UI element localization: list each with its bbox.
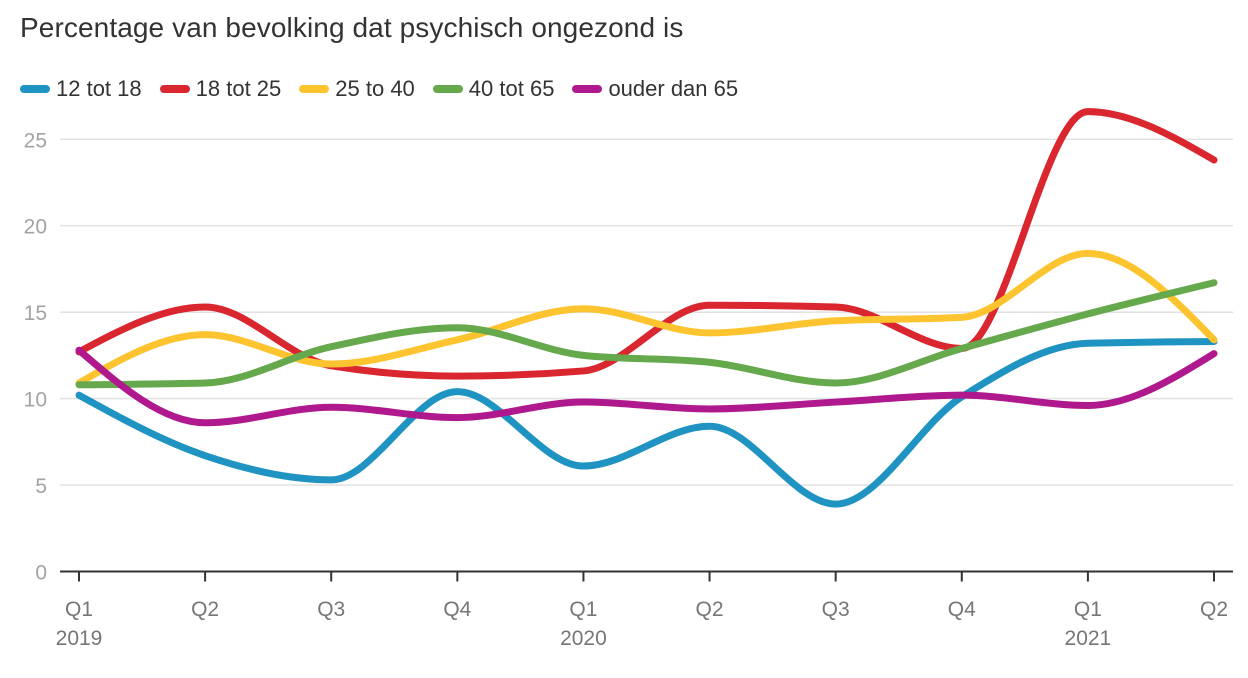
y-tick-label: 10: [24, 389, 47, 412]
legend-swatch: [299, 85, 330, 93]
x-tick-label: Q4: [948, 598, 976, 621]
legend-item: ouder dan 65: [572, 76, 738, 102]
x-tick-label: Q3: [822, 598, 850, 621]
series-line-ouder-dan-65: [75, 346, 1218, 427]
series-lines: [75, 108, 1218, 508]
x-tick-label: Q2: [191, 598, 219, 621]
x-tick-year-label: 2021: [1065, 627, 1112, 650]
legend: 12 tot 18 18 tot 25 25 to 40 40 tot 65 o…: [20, 76, 756, 102]
x-tick-label: Q3: [317, 598, 345, 621]
x-tick-label: Q2: [1200, 598, 1228, 621]
chart-title: Percentage van bevolking dat psychisch o…: [20, 12, 684, 43]
x-axis: Q1 2019 Q2 Q3 Q4 Q1 2020 Q2 Q3 Q4 Q1 2021 Q2: [56, 570, 1233, 650]
x-tick-label: Q1: [65, 598, 93, 621]
legend-label: 25 to 40: [335, 76, 415, 101]
y-tick-label: 5: [35, 475, 47, 498]
legend-label: 18 tot 25: [195, 76, 282, 101]
y-tick-label: 25: [24, 129, 47, 152]
legend-item: 18 tot 25: [159, 76, 282, 102]
legend-label: 12 tot 18: [56, 76, 142, 101]
x-tick-label: Q2: [696, 598, 724, 621]
y-tick-label: 15: [24, 302, 47, 325]
y-tick-label: 0: [35, 562, 47, 585]
x-tick-label: Q1: [1074, 598, 1102, 621]
y-axis-ticks: 0 5 10 15 20 25: [24, 129, 47, 584]
legend-swatch: [159, 85, 190, 93]
x-tick-year-label: 2019: [56, 627, 103, 650]
legend-label: ouder dan 65: [608, 76, 739, 101]
series-line-12-tot-18: [75, 338, 1218, 508]
x-tick-label: Q1: [569, 598, 597, 621]
series-line-40-tot-65: [75, 279, 1218, 389]
legend-swatch: [432, 85, 463, 93]
legend-item: 25 to 40: [299, 76, 415, 102]
series-line-18-tot-25: [75, 108, 1218, 380]
legend-item: 12 tot 18: [20, 76, 142, 102]
x-tick-label: Q4: [443, 598, 471, 621]
series-line-25-to-40: [75, 249, 1218, 387]
legend-swatch: [20, 85, 50, 93]
legend-swatch: [572, 85, 603, 93]
x-tick-year-label: 2020: [560, 627, 607, 650]
legend-item: 40 tot 65: [432, 76, 555, 102]
legend-label: 40 tot 65: [468, 76, 555, 101]
y-tick-label: 20: [24, 216, 47, 239]
